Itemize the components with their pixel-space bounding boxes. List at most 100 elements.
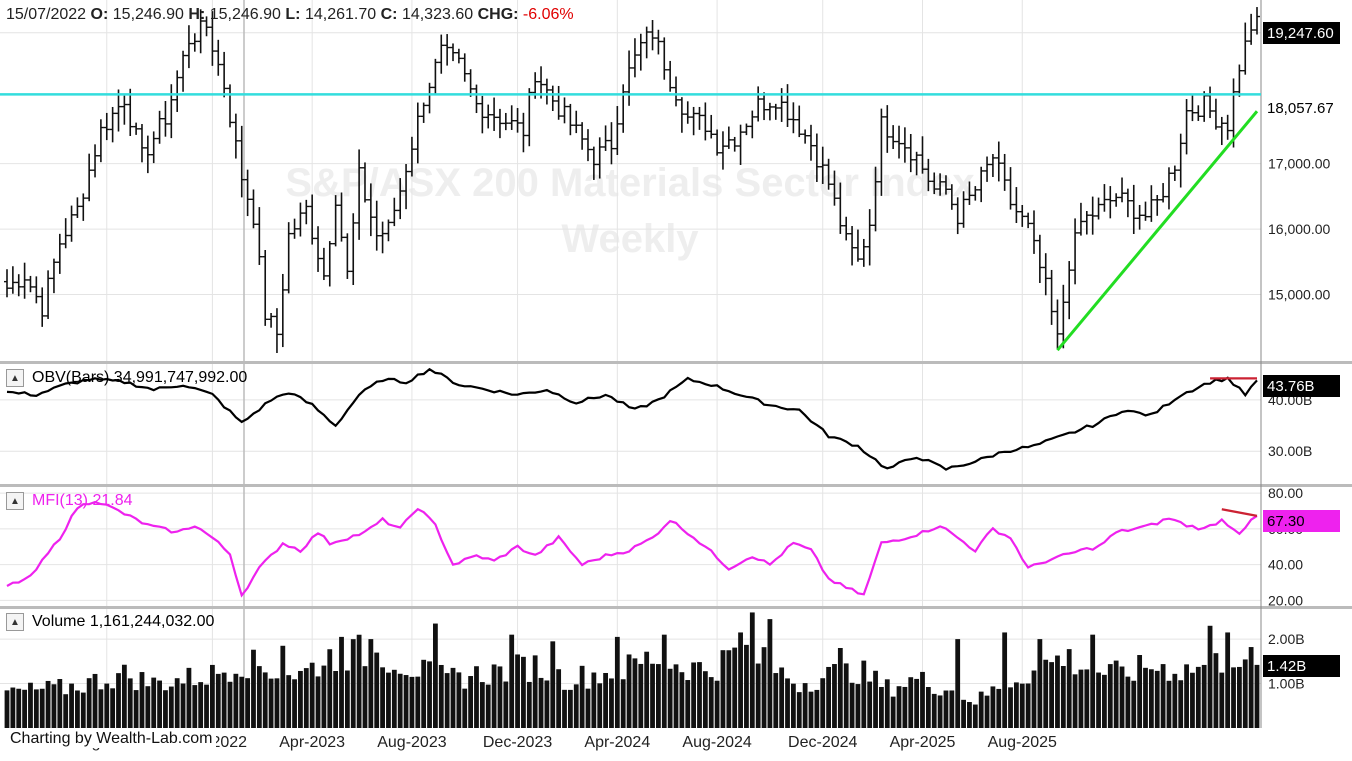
volume-bar (397, 673, 403, 728)
price-bar (1177, 133, 1184, 188)
price-bar (614, 106, 621, 155)
volume-bar (1037, 639, 1043, 728)
volume-bar (1049, 662, 1055, 728)
volume-bar (538, 677, 544, 728)
price-bar (719, 131, 726, 170)
volume-bar (374, 652, 380, 728)
price-bar (27, 275, 34, 293)
volume-bar (192, 685, 198, 728)
obv-title: OBV(Bars) 34,991,747,992.00 (32, 369, 248, 386)
price-bar (1201, 91, 1208, 122)
price-bar (56, 233, 63, 274)
collapse-volume-button[interactable]: ▲ (6, 613, 24, 631)
volume-bar (890, 696, 896, 728)
volume-bar (1025, 683, 1031, 728)
price-bar (784, 84, 791, 127)
price-bar (860, 238, 867, 267)
price-bar (438, 34, 445, 74)
price-bar (555, 85, 562, 120)
price-bar (1060, 284, 1067, 349)
volume-pane (4, 612, 1260, 728)
price-bar (273, 308, 280, 354)
mfi-title: MFI(13) 21.84 (32, 492, 133, 509)
volume-bar (350, 639, 356, 728)
volume-pane-header: ▲ Volume 1,161,244,032.00 (6, 613, 214, 631)
price-bar (238, 125, 245, 198)
volume-bar (10, 687, 16, 728)
price-bar (937, 173, 944, 196)
volume-bar (1184, 664, 1189, 728)
volume-bar (820, 678, 826, 728)
volume-bar (1084, 669, 1090, 728)
volume-bar (1148, 669, 1154, 728)
volume-bar (1131, 680, 1137, 728)
volume-bar (362, 666, 368, 728)
price-bar (1025, 212, 1032, 229)
volume-bar (368, 639, 374, 728)
price-bar (303, 199, 310, 225)
volume-last-label: 1.42B (1267, 658, 1306, 675)
volume-bar (673, 664, 679, 728)
volume-bar (978, 691, 984, 728)
volume-bar (63, 694, 69, 728)
collapse-mfi-button[interactable]: ▲ (6, 492, 24, 510)
volume-bar (415, 676, 421, 728)
price-bar (133, 122, 140, 135)
volume-bar (1172, 673, 1178, 728)
price-bar (291, 218, 298, 239)
price-bar (1083, 211, 1090, 235)
volume-bar (86, 678, 92, 728)
volume-bar (491, 664, 497, 728)
price-bar (408, 136, 415, 177)
price-bar (232, 113, 239, 159)
volume-bar (644, 651, 650, 728)
price-bar (590, 146, 597, 180)
volume-bar (427, 661, 432, 728)
price-bar (1254, 7, 1260, 35)
low-label: L: (285, 6, 301, 23)
price-bar (1066, 261, 1073, 320)
price-bar (631, 38, 638, 78)
price-bar (191, 33, 198, 52)
price-bar (854, 229, 861, 262)
price-bar (467, 69, 474, 97)
price-pane (0, 7, 1261, 354)
price-bar (1042, 253, 1049, 296)
price-bar (115, 89, 122, 132)
volume-bar (808, 691, 814, 728)
volume-bar (1008, 687, 1013, 728)
volume-bar (1055, 655, 1060, 728)
price-bar (15, 274, 22, 297)
volume-bar (1236, 666, 1242, 728)
price-bar (561, 97, 568, 124)
volume-bar (550, 641, 556, 728)
volume-bar (796, 692, 802, 728)
price-bar (4, 269, 10, 298)
price-bar (960, 191, 967, 228)
volume-bar (726, 650, 732, 728)
price-bar (326, 241, 333, 287)
price-bar (1165, 167, 1172, 210)
volume-bar (298, 670, 303, 728)
volume-bar (16, 688, 22, 728)
volume-bar (744, 644, 749, 728)
price-bar (602, 125, 609, 151)
price-bar (127, 88, 134, 137)
price-bar (361, 162, 368, 203)
price-bar (1054, 299, 1061, 349)
price-bar (491, 97, 498, 131)
price-bar (309, 194, 316, 245)
axes: 15,000.0016,000.0017,000.0019,000.0030.0… (1263, 22, 1340, 692)
volume-bar (837, 648, 843, 728)
price-bar (1124, 188, 1131, 218)
price-bar (526, 88, 533, 147)
hline-value-label-bg (1263, 97, 1340, 119)
price-bar (743, 123, 750, 136)
volume-bar (262, 672, 268, 728)
collapse-obv-button[interactable]: ▲ (6, 369, 24, 387)
obv-pane-header: ▲ OBV(Bars) 34,991,747,992.00 (6, 369, 247, 387)
volume-bar (403, 675, 409, 728)
volume-bar (597, 683, 603, 728)
volume-bar (127, 678, 133, 728)
price-bar (338, 192, 345, 242)
